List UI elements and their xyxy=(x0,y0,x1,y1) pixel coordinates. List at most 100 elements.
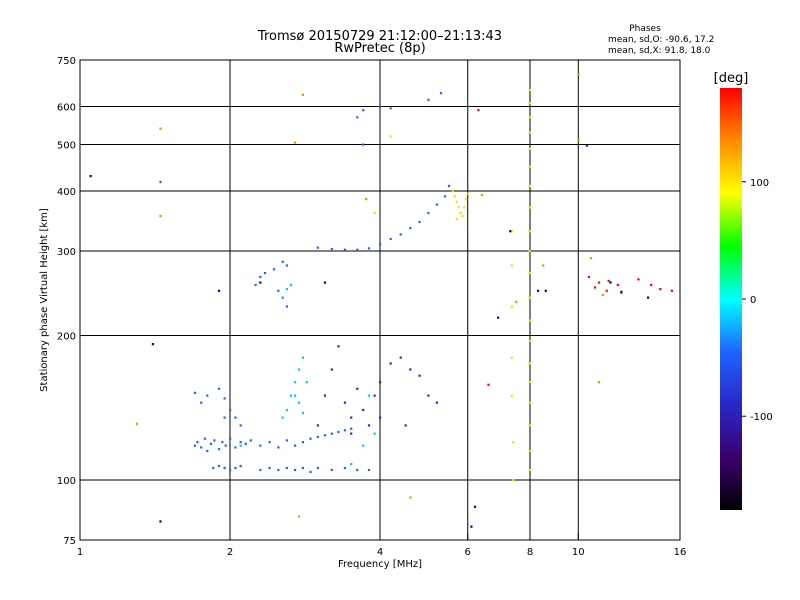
data-point xyxy=(356,248,359,251)
data-point xyxy=(281,260,284,263)
data-point xyxy=(463,206,466,209)
data-point xyxy=(259,281,262,284)
data-point xyxy=(330,432,333,435)
data-point xyxy=(528,116,531,119)
data-point xyxy=(239,424,242,427)
data-point xyxy=(659,288,662,291)
data-point xyxy=(213,439,216,442)
data-point xyxy=(330,368,333,371)
data-point xyxy=(193,391,197,394)
colorbar-tick-label: 100 xyxy=(750,178,769,189)
data-point xyxy=(461,214,464,218)
data-point xyxy=(466,192,469,195)
data-point xyxy=(285,466,288,470)
data-point xyxy=(217,448,221,451)
data-point xyxy=(510,305,513,308)
colorbar-ticks: 100 0 -100 xyxy=(742,178,773,423)
y-tick-label: 500 xyxy=(57,141,76,152)
data-point xyxy=(301,93,305,96)
data-point xyxy=(301,411,305,415)
data-point xyxy=(609,281,612,284)
data-point xyxy=(285,305,288,308)
data-point xyxy=(224,444,227,447)
data-point xyxy=(473,505,477,508)
data-point xyxy=(343,429,347,432)
data-point xyxy=(439,92,443,95)
x-axis-label: Frequency [MHz] xyxy=(338,559,422,570)
data-point xyxy=(616,283,619,287)
data-point xyxy=(316,246,319,249)
data-point xyxy=(330,247,333,251)
data-point xyxy=(343,401,347,404)
data-point xyxy=(293,394,297,397)
data-point xyxy=(305,381,308,384)
data-point xyxy=(373,432,376,435)
data-point xyxy=(367,394,371,397)
data-point xyxy=(379,243,382,246)
data-point xyxy=(209,442,212,445)
data-point xyxy=(223,416,226,419)
data-point xyxy=(409,496,412,499)
data-point xyxy=(544,289,547,292)
data-point xyxy=(512,479,515,482)
data-point xyxy=(646,296,650,299)
data-point xyxy=(301,466,305,470)
data-point xyxy=(337,345,340,348)
data-point xyxy=(528,381,531,384)
y-axis-ticks: 75 100 200 300 400 500 600 750 xyxy=(57,56,86,547)
stats-x-line: mean, sd,X: 91.8, 18.0 xyxy=(608,46,711,56)
data-point xyxy=(435,401,438,404)
data-point xyxy=(285,408,288,412)
data-point xyxy=(601,293,605,297)
data-point xyxy=(637,278,640,281)
data-point xyxy=(159,520,162,523)
data-point xyxy=(379,416,382,419)
data-point xyxy=(389,237,392,241)
data-point xyxy=(418,220,421,224)
y-tick-label: 300 xyxy=(57,247,76,258)
data-point xyxy=(373,212,376,215)
data-point xyxy=(362,143,365,146)
data-point xyxy=(350,416,353,419)
data-point xyxy=(528,165,531,168)
data-point xyxy=(470,525,473,528)
data-point xyxy=(670,289,673,292)
data-point xyxy=(343,248,347,251)
data-point xyxy=(367,247,371,250)
data-point xyxy=(418,374,421,377)
data-point xyxy=(409,368,412,371)
data-point xyxy=(263,271,267,275)
data-point xyxy=(135,422,138,425)
data-point xyxy=(409,227,412,230)
data-point xyxy=(593,286,597,289)
data-point xyxy=(200,446,203,449)
y-tick-label: 750 xyxy=(57,56,76,67)
data-point xyxy=(289,283,293,287)
data-point xyxy=(309,470,312,474)
data-point xyxy=(356,468,359,472)
data-point xyxy=(455,217,458,221)
data-point xyxy=(528,319,531,322)
data-point xyxy=(309,437,312,440)
colorbar-tick-label: 0 xyxy=(750,295,756,306)
data-point xyxy=(223,397,226,400)
data-point xyxy=(362,109,365,112)
y-axis-label: Stationary phase Virtual Height [km] xyxy=(39,208,50,392)
data-point xyxy=(528,88,531,92)
data-point xyxy=(528,449,531,453)
x-tick-label: 6 xyxy=(465,547,471,558)
data-point xyxy=(285,264,288,267)
data-point xyxy=(301,356,305,359)
x-axis-ticks: 1 2 4 6 8 10 16 xyxy=(77,534,686,558)
stats-o-line: mean, sd,O: -90.6, 17.2 xyxy=(608,35,714,45)
data-point xyxy=(509,230,512,233)
data-point xyxy=(350,427,353,430)
data-point xyxy=(229,468,232,472)
data-point xyxy=(585,144,588,147)
data-point xyxy=(297,515,301,518)
data-point xyxy=(244,442,247,445)
data-point xyxy=(577,73,580,76)
colorbar-label: [deg] xyxy=(714,71,749,86)
data-point xyxy=(389,362,392,365)
